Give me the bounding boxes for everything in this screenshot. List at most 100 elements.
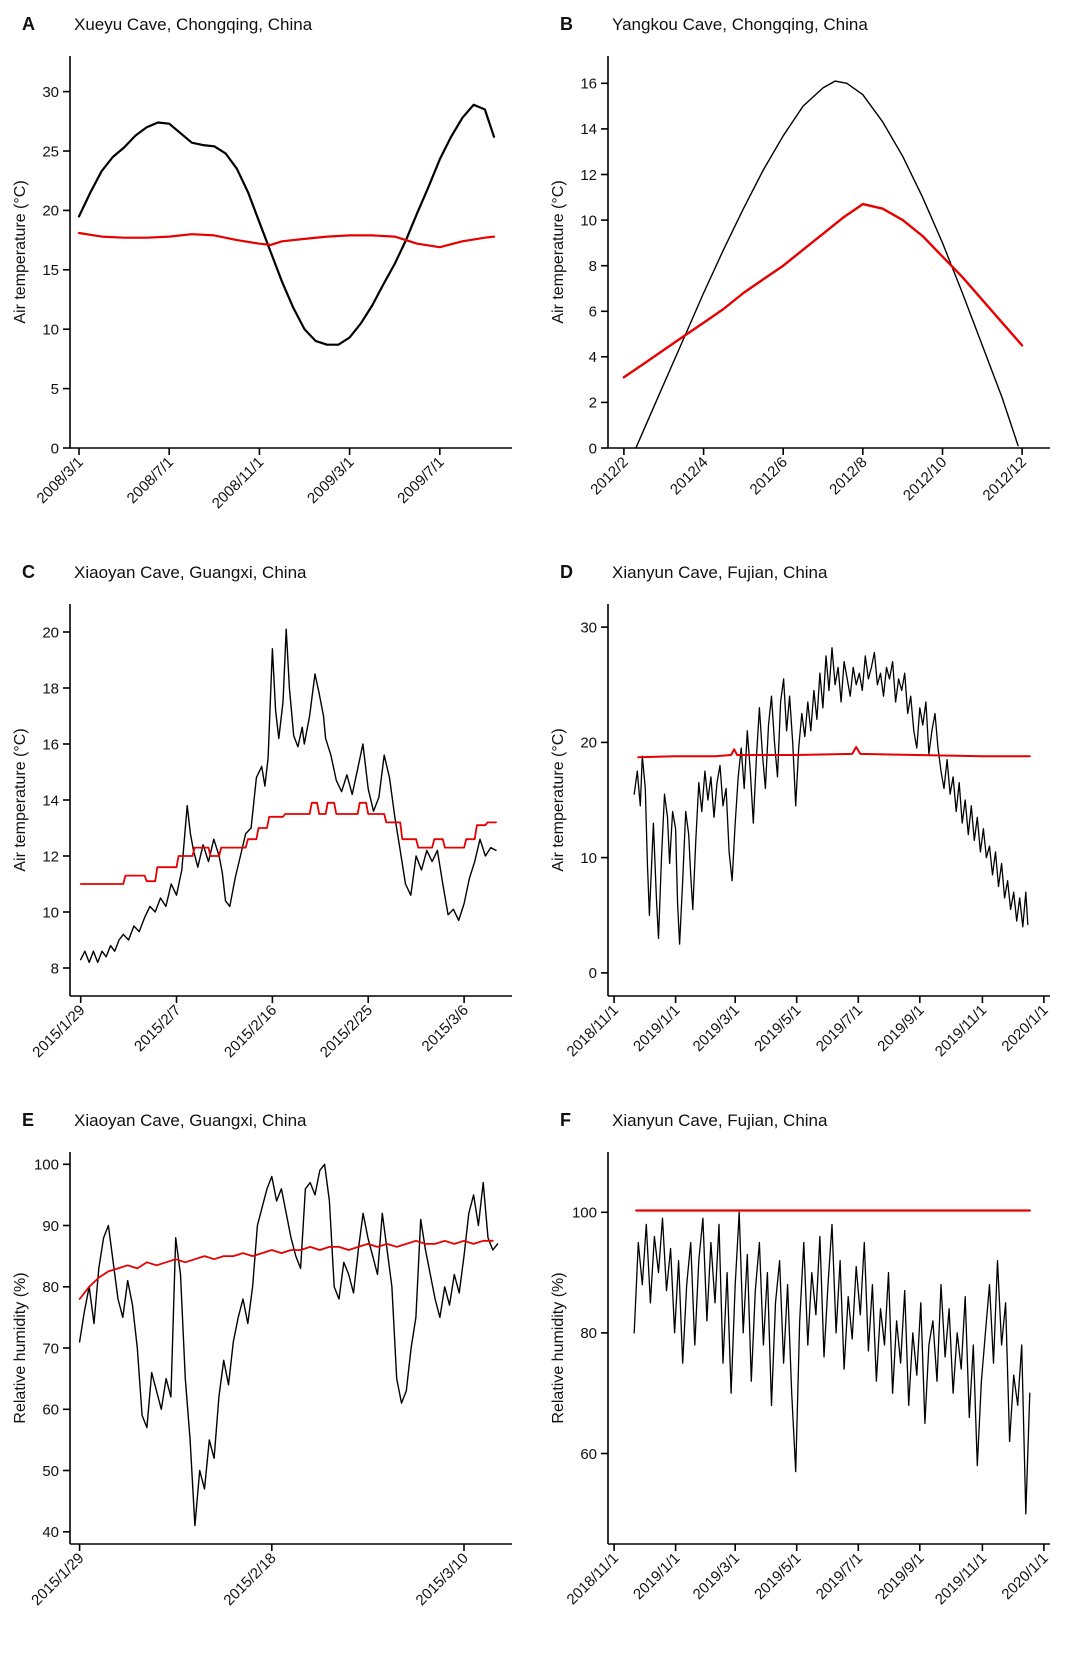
- svg-text:2018/11/1: 2018/11/1: [564, 1550, 622, 1608]
- svg-text:2009/7/1: 2009/7/1: [394, 454, 447, 507]
- svg-text:Air temperature (°C): Air temperature (°C): [550, 180, 567, 323]
- panel-c-label: C: [22, 562, 35, 582]
- svg-text:70: 70: [42, 1340, 59, 1357]
- svg-text:10: 10: [42, 904, 59, 921]
- panel-e-chart: 40 50 60 70 80 90 100 2015/1/29 2015/2/18 2015/3/…: [12, 1152, 512, 1609]
- svg-text:90: 90: [42, 1218, 59, 1235]
- svg-text:60: 60: [42, 1402, 59, 1419]
- svg-text:2012/12: 2012/12: [980, 454, 1030, 504]
- svg-text:12: 12: [580, 167, 597, 184]
- svg-text:2019/3/1: 2019/3/1: [690, 1550, 743, 1603]
- svg-text:2012/4: 2012/4: [667, 454, 711, 498]
- svg-text:Air temperature (°C): Air temperature (°C): [12, 180, 29, 323]
- svg-text:0: 0: [51, 440, 59, 457]
- panel-f: F Xianyun Cave, Fujian, China 60 80 100 201…: [546, 1106, 1074, 1640]
- panel-d-label: D: [560, 562, 573, 582]
- svg-text:18: 18: [42, 680, 59, 697]
- svg-text:15: 15: [42, 262, 59, 279]
- svg-text:2009/3/1: 2009/3/1: [304, 454, 357, 507]
- svg-text:2008/11/1: 2008/11/1: [209, 454, 267, 512]
- panel-a-title: Xueyu Cave, Chongqing, China: [74, 15, 313, 34]
- svg-text:10: 10: [580, 850, 597, 867]
- svg-text:2019/9/1: 2019/9/1: [874, 1002, 927, 1055]
- panel-f-header: F Xianyun Cave, Fujian, China: [546, 1106, 1074, 1140]
- panel-b-chart: 0 2 4 6 8 10 12 14 16 2012/2 2012/4 2012/6 2012/8 201…: [550, 56, 1050, 504]
- panel-c-title: Xiaoyan Cave, Guangxi, China: [74, 563, 307, 582]
- panel-f-title: Xianyun Cave, Fujian, China: [612, 1111, 828, 1130]
- svg-text:2019/11/1: 2019/11/1: [932, 1550, 990, 1608]
- panel-f-label: F: [560, 1110, 571, 1130]
- panel-d-title: Xianyun Cave, Fujian, China: [612, 563, 828, 582]
- panel-a-header: A Xueyu Cave, Chongqing, China: [8, 10, 536, 44]
- svg-text:2: 2: [589, 395, 597, 412]
- svg-text:Relative humidity (%): Relative humidity (%): [550, 1272, 567, 1423]
- svg-text:4: 4: [589, 349, 597, 366]
- svg-text:6: 6: [589, 304, 597, 321]
- panel-c-chart: 8 10 12 14 16 18 20 2015/1/29 2015/2/7 2015/2/16 2…: [12, 604, 512, 1061]
- svg-text:10: 10: [580, 212, 597, 229]
- svg-text:100: 100: [572, 1205, 597, 1222]
- svg-text:2012/6: 2012/6: [747, 454, 791, 498]
- panel-a: A Xueyu Cave, Chongqing, China 0 5 10 15 20 2…: [8, 10, 536, 544]
- svg-text:10: 10: [42, 321, 59, 338]
- svg-text:2019/1/1: 2019/1/1: [630, 1550, 683, 1603]
- svg-text:50: 50: [42, 1463, 59, 1480]
- svg-text:2012/10: 2012/10: [900, 454, 950, 504]
- svg-text:5: 5: [51, 381, 59, 398]
- svg-text:2015/2/7: 2015/2/7: [131, 1002, 184, 1055]
- svg-text:16: 16: [580, 76, 597, 93]
- svg-text:2012/8: 2012/8: [826, 454, 870, 498]
- svg-text:60: 60: [580, 1446, 597, 1463]
- svg-text:2015/2/18: 2015/2/18: [220, 1550, 279, 1609]
- svg-text:Air temperature (°C): Air temperature (°C): [550, 728, 567, 871]
- panel-a-chart: 0 5 10 15 20 25 30 2008/3/1 2008/7/1 2008/11/1 200…: [12, 56, 512, 512]
- svg-text:2018/11/1: 2018/11/1: [564, 1002, 622, 1060]
- svg-text:Air temperature (°C): Air temperature (°C): [12, 728, 29, 871]
- svg-text:2015/3/6: 2015/3/6: [419, 1002, 472, 1055]
- svg-text:12: 12: [42, 848, 59, 865]
- panel-f-chart: 60 80 100 2018/11/1 2019/1/1 2019/3/1 2019/5/1…: [550, 1152, 1052, 1608]
- panel-c: C Xiaoyan Cave, Guangxi, China 8 10 12 14 16…: [8, 558, 536, 1092]
- svg-text:8: 8: [51, 960, 59, 977]
- panel-c-header: C Xiaoyan Cave, Guangxi, China: [8, 558, 536, 592]
- svg-text:2019/11/1: 2019/11/1: [932, 1002, 990, 1060]
- svg-text:40: 40: [42, 1524, 59, 1541]
- panel-e-title: Xiaoyan Cave, Guangxi, China: [74, 1111, 307, 1130]
- svg-text:2019/9/1: 2019/9/1: [874, 1550, 927, 1603]
- panel-b-header: B Yangkou Cave, Chongqing, China: [546, 10, 1074, 44]
- svg-text:2020/1/1: 2020/1/1: [998, 1002, 1051, 1055]
- svg-text:14: 14: [42, 792, 59, 809]
- svg-text:20: 20: [42, 624, 59, 641]
- svg-text:30: 30: [580, 619, 597, 636]
- svg-text:2019/7/1: 2019/7/1: [813, 1550, 866, 1603]
- panel-a-label: A: [22, 14, 35, 34]
- svg-text:2019/3/1: 2019/3/1: [690, 1002, 743, 1055]
- svg-text:2008/3/1: 2008/3/1: [34, 454, 87, 507]
- svg-text:80: 80: [42, 1279, 59, 1296]
- panel-e-label: E: [22, 1110, 35, 1130]
- svg-text:2008/7/1: 2008/7/1: [124, 454, 177, 507]
- svg-text:80: 80: [580, 1325, 597, 1342]
- svg-text:20: 20: [42, 203, 59, 220]
- svg-text:16: 16: [42, 736, 59, 753]
- svg-text:14: 14: [580, 121, 597, 138]
- panel-b: B Yangkou Cave, Chongqing, China 0 2 4 6 8 10…: [546, 10, 1074, 544]
- svg-text:20: 20: [580, 735, 597, 752]
- svg-text:2019/1/1: 2019/1/1: [630, 1002, 683, 1055]
- svg-text:Relative humidity (%): Relative humidity (%): [12, 1272, 29, 1423]
- svg-text:2015/1/29: 2015/1/29: [28, 1550, 87, 1609]
- svg-text:2020/1/1: 2020/1/1: [998, 1550, 1051, 1603]
- panel-d-header: D Xianyun Cave, Fujian, China: [546, 558, 1074, 592]
- svg-text:25: 25: [42, 143, 59, 160]
- svg-text:100: 100: [34, 1157, 59, 1174]
- svg-text:2019/5/1: 2019/5/1: [751, 1550, 804, 1603]
- svg-text:2012/2: 2012/2: [587, 454, 631, 498]
- svg-text:2019/7/1: 2019/7/1: [813, 1002, 866, 1055]
- panel-e: E Xiaoyan Cave, Guangxi, China 40 50 60 70 8…: [8, 1106, 536, 1640]
- svg-text:2015/3/10: 2015/3/10: [413, 1550, 472, 1609]
- panel-b-label: B: [560, 14, 573, 34]
- svg-text:0: 0: [589, 440, 597, 457]
- panel-d-chart: 0 10 20 30 2018/11/1 2019/1/1 2019/3/1 2019/5/1…: [550, 604, 1052, 1060]
- svg-text:8: 8: [589, 258, 597, 275]
